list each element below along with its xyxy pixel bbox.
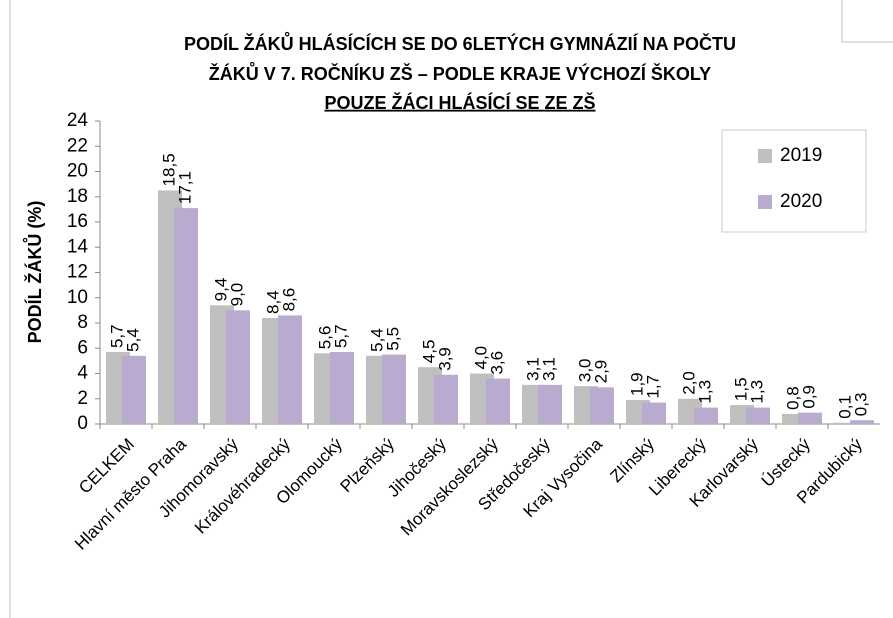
value-label: 8,4 (263, 290, 282, 314)
legend-swatch (758, 195, 772, 209)
bar (850, 420, 874, 424)
chart-title: PODÍL ŽÁKŮ HLÁSÍCÍCH SE DO 6LETÝCH GYMNÁ… (184, 32, 736, 54)
value-label: 1,9 (627, 372, 646, 396)
chart-frame (9, 0, 11, 618)
value-label: 5,7 (331, 324, 350, 348)
value-label: 3,6 (487, 351, 506, 375)
legend-label: 2019 (780, 145, 822, 166)
bar (834, 422, 858, 424)
value-label: 5,4 (123, 328, 142, 352)
bar (122, 355, 146, 424)
value-label: 2,0 (679, 371, 698, 395)
value-label: 0,9 (799, 385, 818, 409)
y-tick-label: 10 (67, 287, 88, 308)
value-label: 9,4 (211, 278, 230, 302)
bar (174, 208, 198, 424)
bar (486, 378, 510, 424)
value-label: 3,1 (523, 357, 542, 381)
bar (226, 310, 250, 424)
bar (694, 407, 718, 424)
bar (782, 413, 806, 424)
y-tick-label: 18 (67, 186, 88, 207)
chart-title: ŽÁKŮ V 7. ROČNÍKU ZŠ – PODLE KRAJE VÝCHO… (209, 62, 711, 84)
y-tick-label: 14 (67, 236, 89, 257)
y-tick-label: 2 (77, 388, 88, 409)
value-label: 3,9 (435, 347, 454, 371)
value-label: 1,5 (731, 377, 750, 401)
x-tick-label: Moravskoslezský (397, 434, 502, 539)
value-label: 5,4 (367, 328, 386, 352)
bar (278, 315, 302, 424)
value-label: 1,3 (747, 380, 766, 404)
bar (382, 354, 406, 424)
chart-subtitle: POUZE ŽÁCI HLÁSÍCÍ SE ZE ZŠ (324, 92, 595, 113)
corner-box (841, 0, 893, 43)
bar (434, 374, 458, 424)
bar (642, 402, 666, 424)
y-tick-label: 4 (77, 363, 88, 384)
value-label: 4,0 (471, 346, 490, 370)
y-tick-label: 20 (67, 161, 88, 182)
x-tick-label: Královéhradecký (191, 434, 294, 537)
value-label: 0,8 (783, 386, 802, 410)
y-tick-label: 6 (77, 337, 88, 358)
value-label: 0,1 (835, 395, 854, 419)
legend-box (721, 129, 867, 233)
y-tick-label: 0 (77, 413, 88, 434)
y-tick-label: 22 (67, 135, 88, 156)
value-label: 18,5 (159, 153, 178, 186)
y-tick-label: 24 (67, 110, 89, 131)
x-tick-label: Zlínský (606, 434, 658, 486)
value-label: 9,0 (227, 283, 246, 307)
value-label: 5,6 (315, 326, 334, 350)
bar (538, 384, 562, 424)
bar (746, 407, 770, 424)
value-label: 4,5 (419, 340, 438, 364)
y-tick-label: 12 (67, 262, 88, 283)
y-axis-label: PODÍL ŽÁKŮ (%) (23, 201, 45, 344)
value-label: 17,1 (175, 171, 194, 204)
bar (798, 412, 822, 424)
value-label: 8,6 (279, 288, 298, 312)
value-label: 3,1 (539, 357, 558, 381)
y-tick-label: 16 (67, 211, 88, 232)
value-label: 1,7 (643, 375, 662, 399)
legend-swatch (758, 149, 772, 163)
value-label: 2,9 (591, 360, 610, 384)
value-label: 0,3 (851, 393, 870, 417)
value-label: 5,5 (383, 327, 402, 351)
value-label: 5,7 (107, 324, 126, 348)
bar (590, 387, 614, 424)
value-label: 3,0 (575, 358, 594, 382)
bar (330, 352, 354, 424)
legend-label: 2020 (780, 191, 822, 212)
y-tick-label: 8 (77, 312, 88, 333)
value-label: 1,3 (695, 380, 714, 404)
